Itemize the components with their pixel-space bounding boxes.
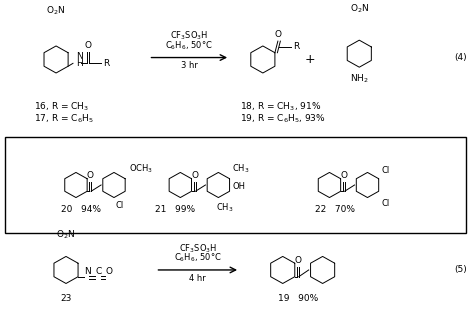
Text: 22   70%: 22 70% bbox=[315, 205, 355, 214]
Text: 20   94%: 20 94% bbox=[61, 205, 101, 214]
Text: H: H bbox=[76, 59, 82, 68]
Text: Cl: Cl bbox=[382, 166, 390, 175]
Text: +: + bbox=[304, 53, 315, 66]
Text: 16, R = CH$_3$: 16, R = CH$_3$ bbox=[34, 101, 90, 113]
Text: CF$_3$SO$_3$H: CF$_3$SO$_3$H bbox=[170, 30, 209, 42]
Text: CH$_3$: CH$_3$ bbox=[216, 201, 234, 214]
Text: 21   99%: 21 99% bbox=[155, 205, 196, 214]
Text: C$_6$H$_6$, 50°C: C$_6$H$_6$, 50°C bbox=[174, 252, 222, 264]
Text: R: R bbox=[103, 59, 109, 68]
Text: OH: OH bbox=[232, 182, 245, 191]
Bar bbox=[5, 137, 465, 233]
Text: C: C bbox=[96, 267, 102, 276]
Text: N: N bbox=[76, 53, 82, 61]
Text: O$_2$N: O$_2$N bbox=[350, 2, 369, 15]
Text: O: O bbox=[274, 30, 282, 39]
Text: O: O bbox=[84, 41, 91, 50]
Text: OCH$_3$: OCH$_3$ bbox=[129, 163, 153, 175]
Text: C$_6$H$_6$, 50°C: C$_6$H$_6$, 50°C bbox=[165, 39, 213, 52]
Text: NH$_2$: NH$_2$ bbox=[350, 73, 369, 86]
Text: R: R bbox=[293, 42, 299, 51]
Text: Cl: Cl bbox=[382, 198, 390, 208]
Text: (5): (5) bbox=[454, 265, 466, 274]
Text: O: O bbox=[87, 171, 94, 180]
Text: 4 hr: 4 hr bbox=[189, 274, 206, 283]
Text: N: N bbox=[84, 267, 91, 276]
Text: 19, R = C$_6$H$_5$, 93%: 19, R = C$_6$H$_5$, 93% bbox=[240, 112, 326, 125]
Text: Cl: Cl bbox=[116, 201, 124, 210]
Text: (4): (4) bbox=[454, 53, 466, 62]
Text: 3 hr: 3 hr bbox=[181, 61, 198, 70]
Text: 23: 23 bbox=[60, 294, 72, 303]
Text: 17, R = C$_6$H$_5$: 17, R = C$_6$H$_5$ bbox=[34, 112, 94, 125]
Text: O: O bbox=[294, 256, 301, 265]
Text: O$_2$N: O$_2$N bbox=[56, 228, 76, 241]
Text: 18, R = CH$_3$, 91%: 18, R = CH$_3$, 91% bbox=[240, 101, 321, 113]
Text: O$_2$N: O$_2$N bbox=[46, 5, 66, 17]
Text: 19   90%: 19 90% bbox=[278, 294, 318, 303]
Text: O: O bbox=[191, 171, 198, 180]
Text: CF$_3$SO$_3$H: CF$_3$SO$_3$H bbox=[179, 242, 217, 255]
Text: O: O bbox=[106, 267, 113, 276]
Text: CH$_3$: CH$_3$ bbox=[232, 163, 250, 175]
Text: O: O bbox=[340, 171, 347, 180]
